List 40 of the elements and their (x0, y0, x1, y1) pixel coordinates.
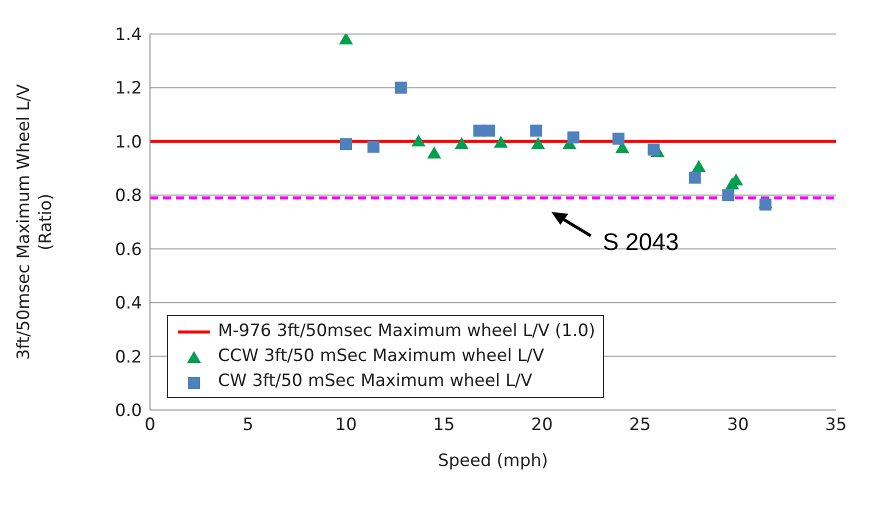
y-tick-label: 0.6 (114, 240, 142, 260)
x-tick-label: 30 (727, 415, 749, 436)
point (648, 143, 660, 156)
x-tick-label: 15 (433, 415, 455, 436)
point (722, 189, 734, 202)
y-tick-label: 1.2 (114, 78, 142, 99)
point (612, 132, 624, 145)
y-tick-label: 1.0 (114, 132, 142, 152)
ref-line-label: S 2043 (602, 228, 679, 256)
legend-label: M-976 3ft/50msec Maximum wheel L/V (1.0) (218, 320, 596, 343)
x-tick-label: 25 (629, 415, 651, 436)
x-axis-title: Speed (mph) (438, 451, 548, 471)
y-tick-label: 0.4 (114, 294, 142, 314)
point (340, 138, 352, 150)
point (567, 131, 580, 144)
y-axis-title: 3ft/50msec Maximum Wheel L/V (Ratio) (14, 84, 56, 360)
point (692, 160, 706, 172)
point (427, 146, 442, 159)
legend-label: CW 3ft/50 mSec Maximum wheel L/V (218, 370, 532, 393)
y-tick-label: 0.2 (114, 347, 142, 368)
point (759, 198, 772, 211)
point (412, 134, 426, 146)
x-tick-label: 20 (531, 415, 553, 436)
y-tick-label: 1.4 (114, 25, 142, 46)
x-tick-label: 10 (335, 415, 357, 436)
point (339, 34, 353, 44)
point (688, 172, 701, 184)
point (494, 136, 508, 148)
point (454, 137, 469, 150)
point (367, 140, 380, 153)
y-tick-label: 0.8 (114, 186, 142, 206)
point (394, 82, 407, 94)
x-tick-label: 0 (144, 415, 156, 436)
y-tick-label: 0.0 (114, 401, 142, 422)
x-tick-label: 5 (242, 415, 254, 436)
x-tick-label: 35 (825, 415, 847, 436)
point (531, 137, 546, 150)
point (483, 124, 496, 137)
legend-label: CCW 3ft/50 mSec Maximum wheel L/V (218, 345, 544, 368)
point (530, 124, 542, 137)
